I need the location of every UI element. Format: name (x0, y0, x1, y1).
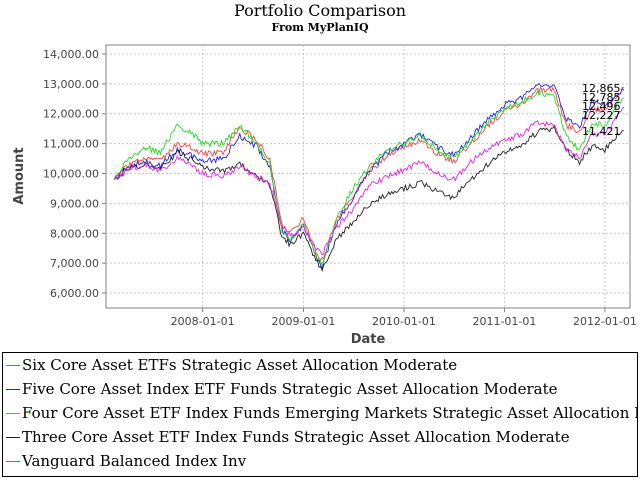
x-tick-label: 2009-01-01 (271, 315, 335, 328)
y-tick-label: 6,000.00 (50, 287, 99, 300)
x-axis-ticks: 2008-01-01 2009-01-01 2010-01-01 2011-01-01… (171, 308, 637, 328)
legend-swatch (6, 389, 20, 390)
chart-title: Portfolio Comparison (233, 1, 407, 20)
y-tick-label: 11,000.00 (43, 138, 99, 151)
legend-swatch (6, 365, 20, 366)
end-label-four-core: 12,496 (582, 100, 621, 113)
y-axis-label: Amount (12, 147, 27, 204)
series-line-three-core (114, 124, 625, 273)
y-tick-label: 14,000.00 (43, 48, 99, 61)
legend-swatch (6, 413, 20, 414)
end-label-three-core: 11,421 (582, 125, 621, 138)
chart-legend: Six Core Asset ETFs Strategic Asset Allo… (2, 352, 638, 477)
x-tick-label: 2008-01-01 (171, 315, 235, 328)
end-label-six-core: 12,865 (582, 82, 621, 95)
y-tick-label: 13,000.00 (43, 78, 99, 91)
end-label-vanguard: 12,227 (582, 109, 621, 122)
legend-swatch (6, 437, 20, 438)
legend-label: Six Core Asset ETFs Strategic Asset Allo… (22, 356, 458, 374)
legend-item-vanguard: Vanguard Balanced Index Inv (3, 449, 637, 473)
y-tick-label: 9,000.00 (50, 197, 99, 210)
legend-item-six-core: Six Core Asset ETFs Strategic Asset Allo… (3, 353, 637, 377)
series-line-six-core (114, 85, 625, 261)
series-lines (114, 82, 625, 273)
y-tick-label: 8,000.00 (50, 227, 99, 240)
x-tick-label: 2010-01-01 (372, 315, 436, 328)
chart-subtitle: From MyPlanIQ (271, 21, 369, 34)
x-tick-label: 2012-01-01 (573, 315, 637, 328)
x-axis-label: Date (351, 332, 386, 347)
legend-label: Four Core Asset ETF Index Funds Emerging… (22, 404, 637, 422)
plot-area (105, 44, 631, 309)
series-line-five-core (114, 82, 625, 271)
legend-swatch (6, 461, 20, 462)
legend-item-four-core: Four Core Asset ETF Index Funds Emerging… (3, 401, 637, 425)
y-tick-label: 10,000.00 (43, 168, 99, 181)
grid-lines (106, 45, 630, 308)
y-axis-ticks: 6,000.00 7,000.00 8,000.00 9,000.00 10,000.0… (43, 48, 106, 300)
legend-label: Five Core Asset Index ETF Funds Strategi… (22, 380, 558, 398)
legend-label: Three Core Asset ETF Index Funds Strateg… (22, 428, 570, 446)
series-line-four-core (114, 89, 624, 267)
legend-label: Vanguard Balanced Index Inv (22, 452, 247, 470)
legend-item-five-core: Five Core Asset Index ETF Funds Strategi… (3, 377, 637, 401)
series-line-vanguard (114, 106, 625, 256)
y-tick-label: 7,000.00 (50, 257, 99, 270)
legend-item-three-core: Three Core Asset ETF Index Funds Strateg… (3, 425, 637, 449)
x-tick-label: 2011-01-01 (472, 315, 536, 328)
end-label-five-core: 12,785 (582, 91, 621, 104)
y-tick-label: 12,000.00 (43, 108, 99, 121)
